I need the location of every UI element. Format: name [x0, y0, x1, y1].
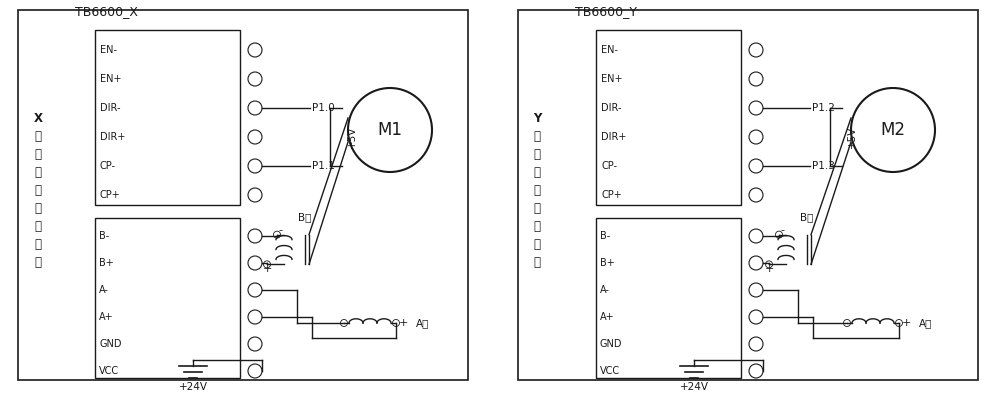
- Text: B+: B+: [99, 258, 114, 268]
- Text: EN-: EN-: [100, 45, 117, 55]
- Text: B相: B相: [800, 213, 814, 223]
- Text: A-: A-: [99, 285, 109, 295]
- Text: EN+: EN+: [100, 74, 122, 84]
- Text: 进: 进: [34, 166, 42, 180]
- Bar: [18, 10, 468, 380]
- Bar: [95, 30, 240, 205]
- Text: P1.2: P1.2: [812, 103, 835, 113]
- Text: CP+: CP+: [100, 190, 121, 200]
- Text: Y: Y: [533, 112, 541, 126]
- Text: M2: M2: [881, 121, 906, 139]
- Text: 电: 电: [534, 184, 540, 198]
- Circle shape: [392, 320, 400, 326]
- Text: TB6600_X: TB6600_X: [75, 5, 138, 18]
- Text: A+: A+: [600, 312, 615, 322]
- Text: 步: 步: [534, 148, 540, 162]
- Text: 器: 器: [34, 256, 42, 270]
- Text: A相: A相: [416, 318, 429, 328]
- Text: -: -: [335, 318, 339, 328]
- Text: 电: 电: [34, 184, 42, 198]
- Text: +24V: +24V: [178, 382, 208, 392]
- Text: EN-: EN-: [601, 45, 618, 55]
- Text: CP-: CP-: [100, 161, 116, 171]
- Circle shape: [766, 261, 772, 268]
- Text: +: +: [901, 318, 911, 328]
- Text: +: +: [262, 264, 272, 274]
- Circle shape: [776, 231, 782, 238]
- Text: -: -: [278, 225, 282, 235]
- Text: -: -: [838, 318, 842, 328]
- Text: VCC: VCC: [600, 366, 620, 376]
- Text: B相: B相: [298, 213, 312, 223]
- Text: A-: A-: [600, 285, 610, 295]
- Text: A+: A+: [99, 312, 114, 322]
- Text: GND: GND: [600, 339, 622, 349]
- Text: -: -: [780, 225, 784, 235]
- Text: DIR+: DIR+: [100, 132, 125, 142]
- Text: B-: B-: [99, 231, 109, 241]
- Text: X: X: [34, 112, 42, 126]
- Bar: [596, 218, 741, 378]
- Text: B-: B-: [600, 231, 610, 241]
- Circle shape: [896, 320, 902, 326]
- Bar: [518, 10, 978, 380]
- Text: 动: 动: [34, 238, 42, 252]
- Circle shape: [340, 320, 348, 326]
- Text: CP-: CP-: [601, 161, 617, 171]
- Text: +5V: +5V: [347, 126, 357, 148]
- Text: GND: GND: [99, 339, 122, 349]
- Text: 动: 动: [534, 238, 540, 252]
- Text: TB6600_Y: TB6600_Y: [575, 5, 637, 18]
- Bar: [95, 218, 240, 378]
- Text: 器: 器: [534, 256, 540, 270]
- Text: +5V: +5V: [847, 126, 857, 148]
- Text: 驱: 驱: [34, 220, 42, 234]
- Text: DIR-: DIR-: [601, 103, 622, 113]
- Text: CP+: CP+: [601, 190, 622, 200]
- Text: 轴: 轴: [34, 130, 42, 144]
- Text: +24V: +24V: [680, 382, 708, 392]
- Text: 驱: 驱: [534, 220, 540, 234]
- Text: A相: A相: [919, 318, 932, 328]
- Text: M1: M1: [378, 121, 402, 139]
- Text: DIR+: DIR+: [601, 132, 626, 142]
- Text: B+: B+: [600, 258, 615, 268]
- Text: P1.3: P1.3: [812, 161, 835, 171]
- Circle shape: [844, 320, 850, 326]
- Text: 机: 机: [34, 202, 42, 216]
- Circle shape: [264, 261, 270, 268]
- Text: 步: 步: [34, 148, 42, 162]
- Text: 进: 进: [534, 166, 540, 180]
- Bar: [596, 30, 741, 205]
- Text: 轴: 轴: [534, 130, 540, 144]
- Text: DIR-: DIR-: [100, 103, 120, 113]
- Circle shape: [274, 231, 280, 238]
- Text: 机: 机: [534, 202, 540, 216]
- Text: +: +: [398, 318, 408, 328]
- Text: +: +: [764, 264, 774, 274]
- Text: P1.0: P1.0: [312, 103, 335, 113]
- Text: VCC: VCC: [99, 366, 119, 376]
- Text: EN+: EN+: [601, 74, 622, 84]
- Text: P1.1: P1.1: [312, 161, 335, 171]
